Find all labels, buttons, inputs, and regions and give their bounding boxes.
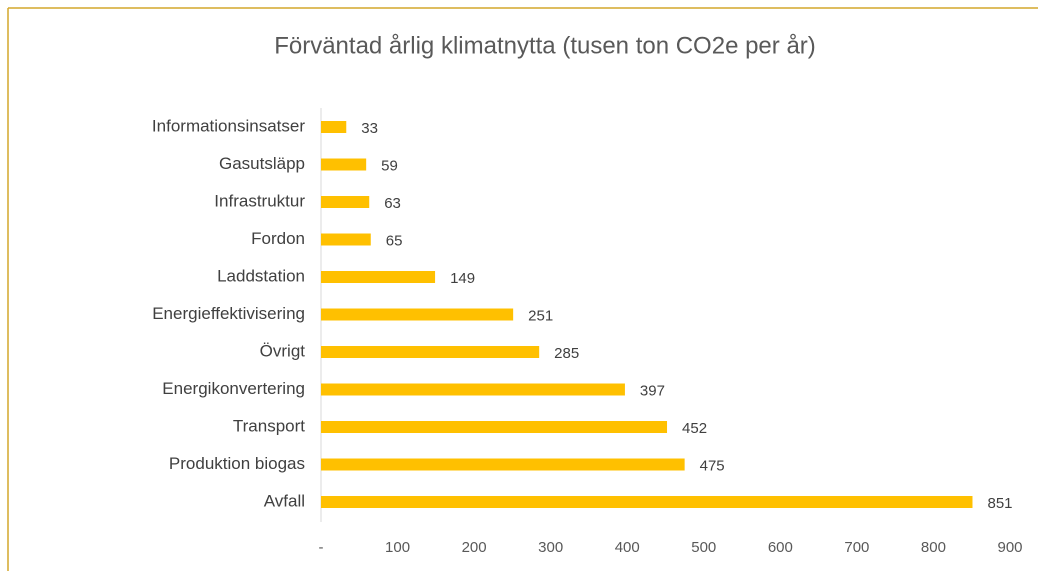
x-tick-label: 700: [844, 539, 869, 556]
y-tick-label: Energikonvertering: [162, 379, 305, 398]
bar: [321, 121, 347, 133]
y-tick-label: Produktion biogas: [169, 454, 305, 473]
y-tick-label: Laddstation: [217, 266, 305, 285]
y-tick-label: Avfall: [264, 491, 305, 510]
bar: [321, 346, 540, 358]
x-tick-label: -: [319, 539, 324, 556]
value-label: 285: [554, 345, 579, 362]
value-label: 851: [987, 495, 1012, 512]
x-tick-label: 900: [997, 539, 1022, 556]
value-label: 63: [384, 195, 401, 212]
chart-title: Förväntad årlig klimatnytta (tusen ton C…: [274, 32, 816, 59]
y-tick-label: Gasutsläpp: [219, 154, 305, 173]
bar: [321, 458, 685, 471]
bar: [321, 308, 514, 321]
bar: [321, 271, 436, 283]
value-label: 251: [528, 307, 553, 324]
bar: [321, 158, 367, 171]
x-tick-label: 800: [921, 539, 946, 556]
x-tick-label: 300: [538, 539, 563, 556]
value-label: 33: [361, 120, 378, 137]
y-tick-label: Informationsinsatser: [152, 116, 305, 135]
value-label: 452: [682, 420, 707, 437]
y-tick-label: Fordon: [251, 229, 305, 248]
value-label: 397: [640, 382, 665, 399]
bar: [321, 496, 973, 508]
x-tick-label: 500: [691, 539, 716, 556]
bar: [321, 383, 625, 396]
value-label: 149: [450, 270, 475, 287]
bar: [321, 421, 668, 433]
bar: [321, 233, 371, 246]
value-label: 475: [700, 457, 725, 474]
bar: [321, 196, 370, 208]
y-tick-label: Övrigt: [260, 341, 306, 360]
y-tick-label: Energieffektivisering: [152, 304, 305, 323]
x-tick-label: 100: [385, 539, 410, 556]
x-tick-label: 400: [615, 539, 640, 556]
y-tick-label: Transport: [233, 416, 305, 435]
y-tick-label: Infrastruktur: [214, 191, 305, 210]
value-label: 59: [381, 157, 398, 174]
x-tick-label: 200: [462, 539, 487, 556]
x-tick-label: 600: [768, 539, 793, 556]
value-label: 65: [386, 232, 403, 249]
